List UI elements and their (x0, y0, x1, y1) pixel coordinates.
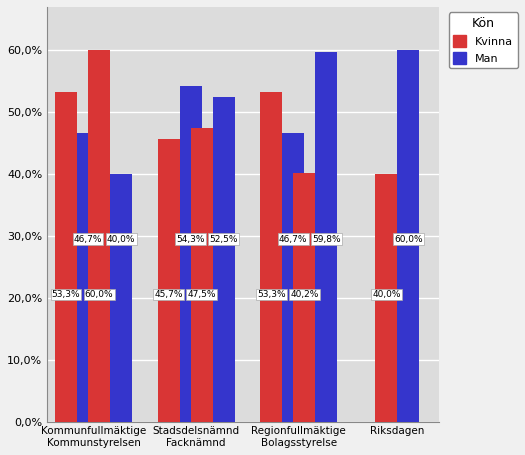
Text: 53,3%: 53,3% (51, 290, 80, 299)
Legend: Kvinna, Man: Kvinna, Man (449, 12, 518, 68)
Text: 40,0%: 40,0% (372, 290, 401, 299)
Text: 47,5%: 47,5% (187, 290, 216, 299)
Bar (180, 86, 202, 422)
Bar (88, 50, 110, 422)
Text: 45,7%: 45,7% (154, 290, 183, 299)
Bar (375, 174, 397, 422)
Bar (213, 96, 235, 422)
Bar (77, 132, 99, 422)
Bar (110, 174, 132, 422)
Bar (260, 92, 282, 422)
Text: 40,0%: 40,0% (107, 234, 135, 243)
Text: 60,0%: 60,0% (85, 290, 113, 299)
Text: 59,8%: 59,8% (312, 234, 341, 243)
Text: 52,5%: 52,5% (209, 234, 238, 243)
Text: 53,3%: 53,3% (257, 290, 286, 299)
Bar (282, 132, 304, 422)
Text: 46,7%: 46,7% (279, 234, 308, 243)
Bar (158, 139, 180, 422)
Bar (316, 51, 338, 422)
Bar (191, 127, 213, 422)
Text: 54,3%: 54,3% (176, 234, 205, 243)
Bar (397, 50, 419, 422)
Text: 60,0%: 60,0% (394, 234, 423, 243)
Bar (55, 92, 77, 422)
Text: 40,2%: 40,2% (290, 290, 319, 299)
Bar (293, 173, 316, 422)
Text: 46,7%: 46,7% (74, 234, 102, 243)
